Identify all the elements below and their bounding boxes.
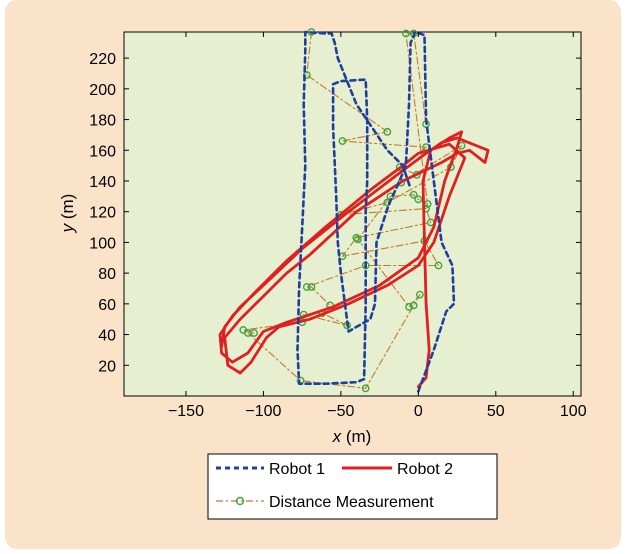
distance-measurement-marker [338, 137, 347, 145]
y-tick-label: 200 [89, 82, 116, 99]
legend-box [207, 453, 498, 520]
legend: Robot 1 Robot 2 Distance Measurement [207, 453, 498, 520]
distance-measurement-marker [307, 283, 316, 291]
y-tick-label: 20 [98, 358, 116, 375]
series-line-robot-1 [296, 30, 456, 393]
legend-label-distance: Distance Measurement [269, 494, 434, 511]
ticks-layer: −150 −100 −50 0 50 100 20 40 60 80 100 120 140 160 180… [89, 32, 587, 420]
y-tick-label: 60 [98, 297, 116, 314]
x-tick-label: −100 [245, 403, 281, 420]
y-tick-label: 120 [89, 205, 116, 222]
y-tick-label: 180 [89, 113, 116, 130]
series-layer [218, 28, 490, 393]
legend-marker-distance [235, 496, 245, 506]
series-line-robot-2 [218, 130, 490, 389]
distance-measurement-marker [409, 190, 418, 199]
x-tick-label: 100 [560, 403, 587, 420]
y-tick-label: 220 [89, 51, 116, 68]
x-tick-label: 50 [487, 403, 505, 420]
distance-measurement-marker [354, 235, 362, 244]
distance-measurement-marker [352, 233, 361, 242]
x-axis-label: x (m) [332, 427, 372, 446]
x-tick-label: 0 [414, 403, 423, 420]
legend-label-robot-2: Robot 2 [397, 461, 453, 478]
distance-measurement-marker [383, 127, 392, 136]
distance-measurement-marker [434, 261, 443, 270]
distance-measurement-marker [414, 195, 423, 204]
x-tick-label: −50 [327, 403, 354, 420]
y-tick-label: 40 [98, 328, 116, 345]
x-tick-label: −150 [168, 403, 204, 420]
distance-measurement-marker [405, 303, 413, 311]
y-tick-label: 100 [89, 235, 116, 252]
y-axis-label: y (m) [58, 194, 77, 234]
distance-measurement-marker [244, 329, 252, 337]
y-tick-label: 80 [98, 266, 116, 283]
distance-measurement-marker [361, 384, 370, 393]
distance-measurement-marker [302, 283, 311, 291]
y-tick-label: 160 [89, 143, 116, 160]
distance-measurement-marker [409, 301, 418, 310]
series-line-distance-measurement [242, 31, 463, 389]
y-tick-label: 140 [89, 174, 116, 191]
legend-label-robot-1: Robot 1 [269, 461, 325, 478]
distance-measurement-marker [415, 290, 424, 299]
distance-measurement-marker [402, 29, 410, 38]
